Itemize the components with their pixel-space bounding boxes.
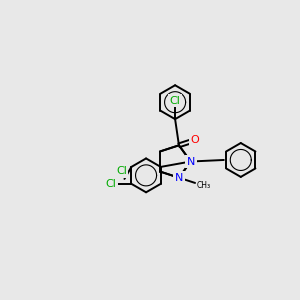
- Text: Cl: Cl: [105, 179, 116, 189]
- Text: N: N: [175, 173, 183, 183]
- Text: Cl: Cl: [116, 166, 127, 176]
- Text: Cl: Cl: [170, 96, 181, 106]
- Text: N: N: [187, 157, 195, 166]
- Text: N: N: [187, 157, 195, 166]
- Text: O: O: [191, 135, 200, 145]
- Text: CH₃: CH₃: [196, 181, 211, 190]
